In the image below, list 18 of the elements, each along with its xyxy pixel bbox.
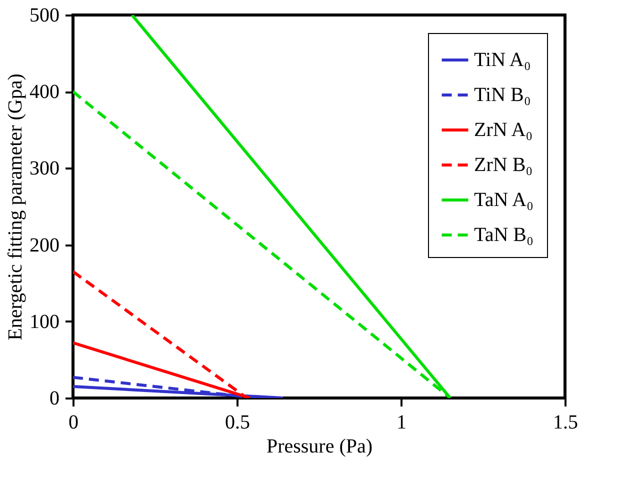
y-tick-label: 300	[30, 158, 60, 180]
y-tick-label: 400	[30, 81, 60, 104]
legend-label: TiN B₀	[474, 84, 531, 106]
x-axis-title: Pressure (Pa)	[266, 436, 373, 458]
y-tick-label: 200	[30, 234, 60, 256]
y-tick-label: 100	[30, 310, 60, 333]
x-tick-label: 0.5	[225, 412, 250, 434]
legend-label: ZrN A₀	[474, 119, 533, 141]
legend-label: TiN A₀	[474, 49, 531, 71]
legend-label: TaN B₀	[474, 224, 534, 246]
x-tick-label: 0	[68, 412, 78, 434]
y-tick-label: 500	[30, 4, 60, 26]
x-tick-label: 1.5	[553, 412, 578, 434]
y-tick-label: 0	[50, 388, 60, 410]
legend-label: TaN A₀	[474, 189, 534, 211]
legend-label: ZrN B₀	[474, 154, 533, 176]
x-tick-label: 1	[396, 412, 406, 434]
y-axis-title: Energetic fitting parameter (Gpa)	[4, 74, 26, 340]
